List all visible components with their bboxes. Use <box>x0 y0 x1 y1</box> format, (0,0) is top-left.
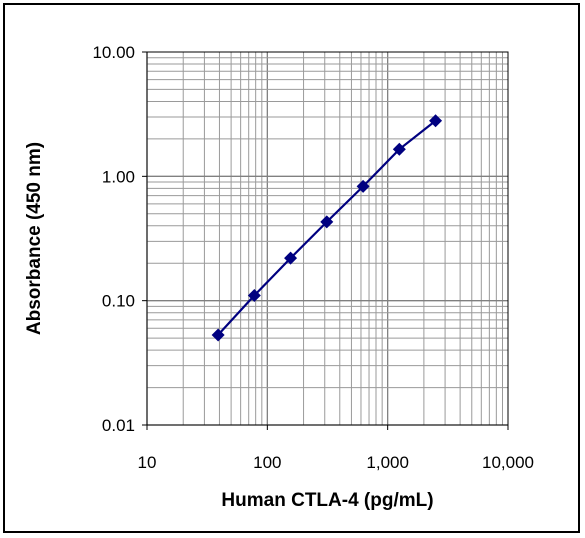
x-tick-label: 10 <box>138 453 157 472</box>
y-tick-label: 1.00 <box>102 167 135 186</box>
x-tick-label: 1,000 <box>366 453 409 472</box>
data-point <box>356 179 370 193</box>
x-axis-title: Human CTLA-4 (pg/mL) <box>221 490 433 511</box>
data-point <box>320 215 334 229</box>
x-tick-label: 10,000 <box>482 453 534 472</box>
y-axis-ticks: 0.01 0.10 1.00 10.00 <box>92 43 147 435</box>
y-tick-label: 0.10 <box>102 292 135 311</box>
data-point <box>211 328 225 342</box>
y-axis-title: Absorbance (450 nm) <box>24 142 45 335</box>
data-point <box>247 289 261 303</box>
x-axis-ticks: 10 100 1,000 10,000 <box>138 425 534 472</box>
x-tick-label: 100 <box>253 453 281 472</box>
chart-frame <box>3 3 580 533</box>
series-layer <box>211 114 443 342</box>
data-point <box>392 142 406 156</box>
y-tick-label: 0.01 <box>102 416 135 435</box>
y-tick-label: 10.00 <box>92 43 135 62</box>
plot-area <box>146 51 509 426</box>
data-point <box>284 251 298 265</box>
grid <box>146 52 508 426</box>
data-point <box>429 114 443 128</box>
